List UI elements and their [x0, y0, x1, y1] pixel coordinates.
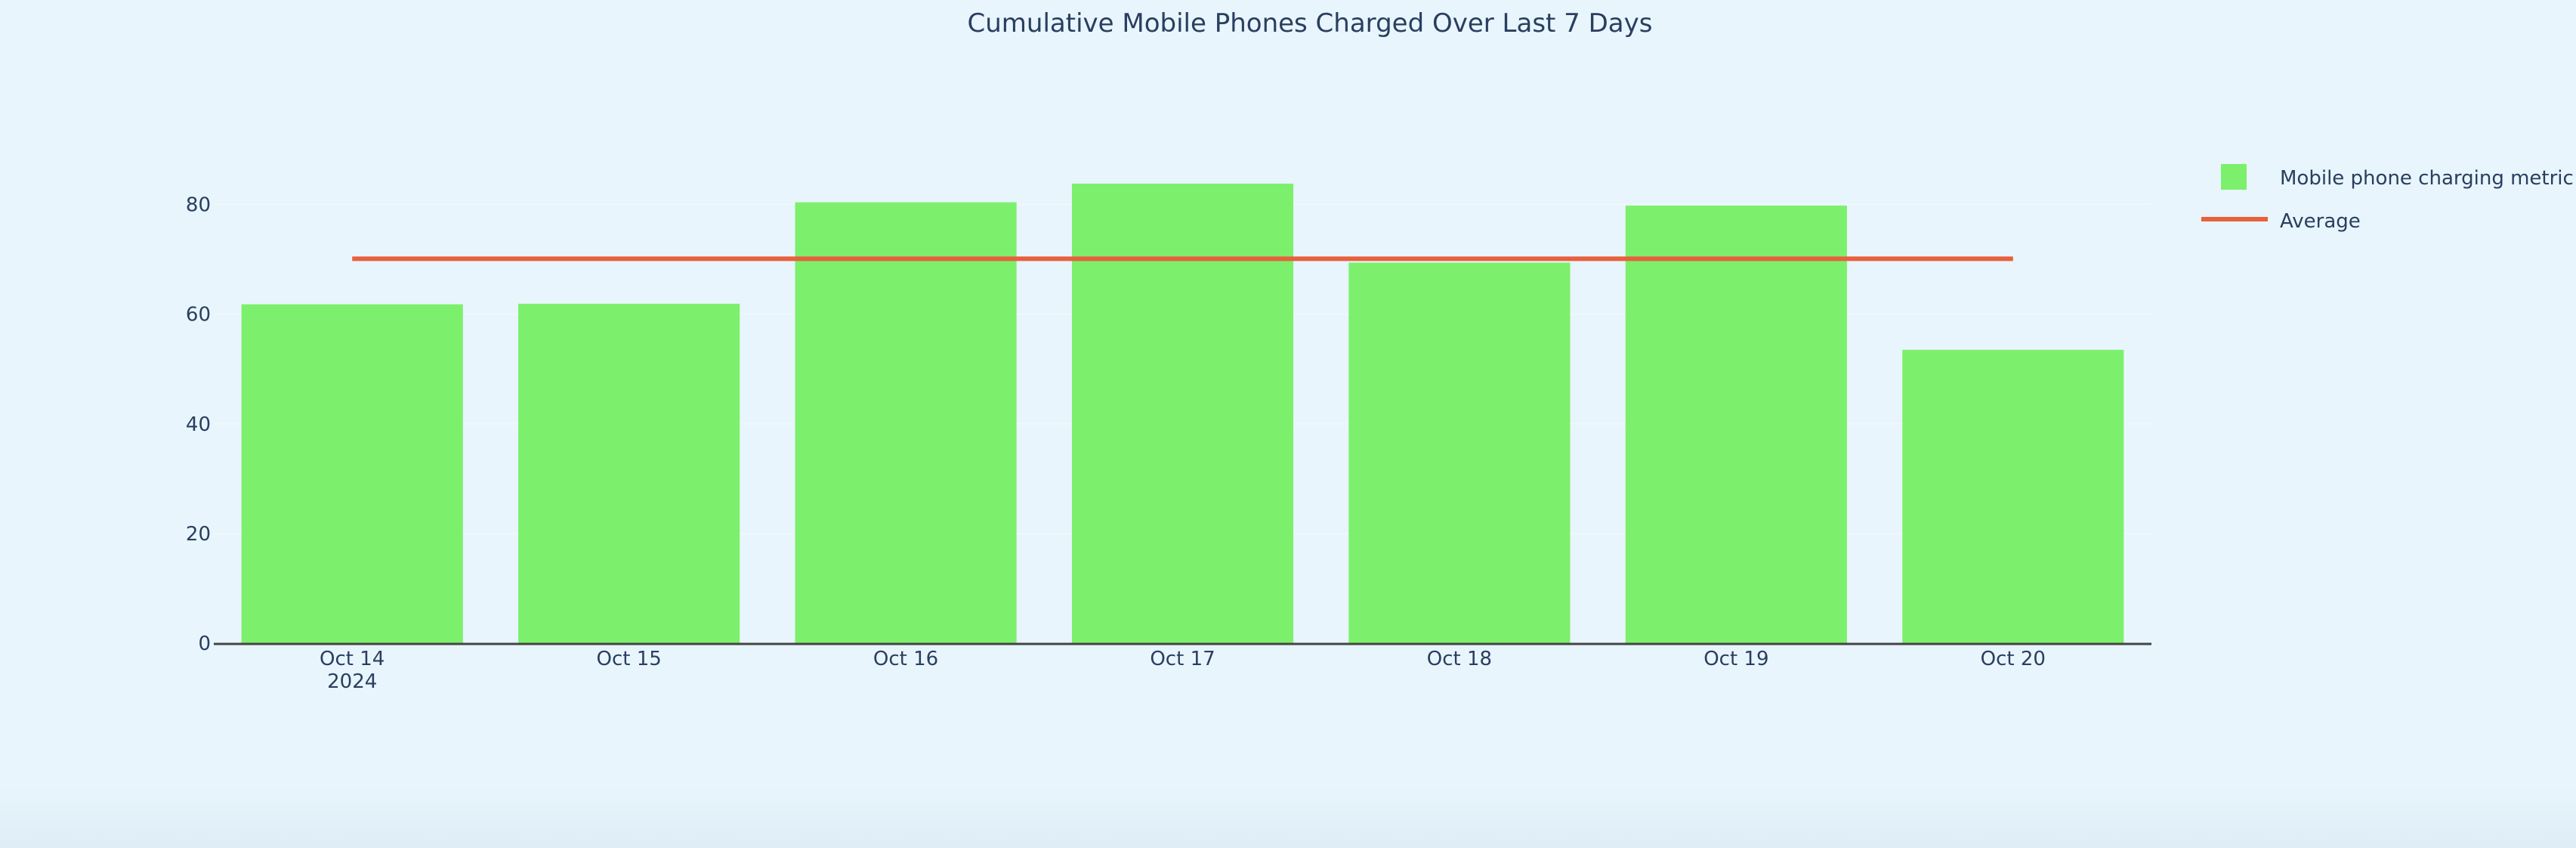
bar — [1625, 206, 1847, 643]
y-tick-label: 60 — [186, 304, 211, 327]
x-tick-sublabel: 2024 — [327, 670, 377, 693]
chart-title: Cumulative Mobile Phones Charged Over La… — [968, 8, 1653, 39]
y-tick-label: 40 — [186, 413, 211, 436]
bar — [241, 304, 463, 643]
x-tick-label: Oct 14 — [320, 648, 385, 670]
bar — [518, 303, 740, 643]
y-tick-label: 20 — [186, 523, 211, 546]
bar — [1071, 183, 1294, 644]
legend-swatch-bars — [2221, 164, 2247, 190]
bar — [795, 202, 1017, 643]
legend-label-average: Average — [2280, 210, 2361, 233]
legend-label-bars: Mobile phone charging metric — [2280, 167, 2574, 190]
x-tick-label: Oct 18 — [1427, 648, 1492, 670]
x-tick-label: Oct 17 — [1150, 648, 1215, 670]
x-tick-label: Oct 19 — [1703, 648, 1768, 670]
bar — [1348, 262, 1571, 643]
y-tick-label: 0 — [198, 633, 211, 655]
bottom-shade — [0, 786, 2576, 848]
x-tick-label: Oct 16 — [873, 648, 938, 670]
x-tick-label: Oct 15 — [596, 648, 661, 670]
y-tick-label: 80 — [186, 194, 211, 217]
bar — [1902, 349, 2124, 643]
x-tick-label: Oct 20 — [1981, 648, 2046, 670]
